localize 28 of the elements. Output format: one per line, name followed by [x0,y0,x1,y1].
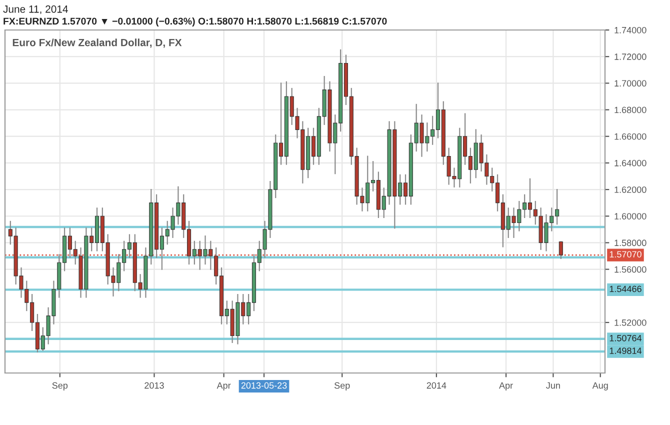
text: FX:EURNZD 1.57070 ▼ −0.01000 (−0.63%) O:1.58070 H:1.58070 L:1.56819 C:1.57070 [4,17,387,27]
ref-line-label: 1.50764 [610,334,642,342]
x-tick-label: Sep [52,382,68,390]
x-tick-label: 2014 [426,382,446,389]
y-tick-label: 1.68000 [614,106,646,114]
y-tick-label: 1.60000 [614,213,646,220]
y-tick-label: 1.64000 [614,160,646,166]
y-tick-label: 1.70000 [614,80,646,87]
ref-line-label: 1.49814 [610,348,642,354]
x-tick-label: Aug [592,382,608,390]
x-tick-label: 2013 [144,382,164,389]
x-tick-label: Sep [334,382,350,390]
y-tick-label: 1.58000 [614,240,646,246]
x-tick-label: Apr [499,382,513,390]
chart-subtitle: June 11, 2014 [3,5,68,14]
ref-line-label: 1.57070 [610,251,642,258]
x-tick-label: Jun [546,382,560,389]
x-tick-label: 2013-05-23 [241,382,287,389]
y-tick-label: 1.52000 [614,319,646,326]
y-tick-label: 1.72000 [614,54,646,60]
x-tick-label: Apr [216,382,231,390]
candlestick [558,241,563,259]
y-tick-label: 1.66000 [614,133,646,140]
text: Euro Fx/New Zealand Dollar, D, FX [12,38,182,48]
y-tick-label: 1.56000 [614,266,646,273]
ref-line-label: 1.54466 [610,286,642,292]
y-tick-label: 1.62000 [614,186,646,193]
y-tick-label: 1.74000 [614,26,646,34]
